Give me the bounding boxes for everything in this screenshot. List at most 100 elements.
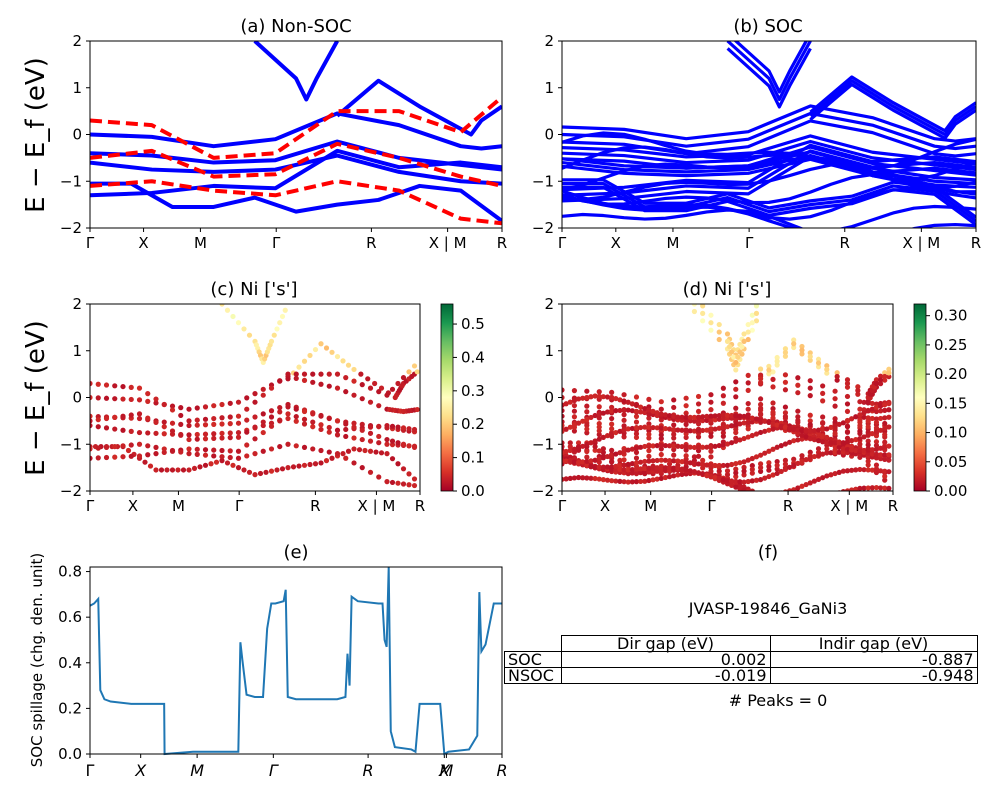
projection-point: [882, 407, 888, 413]
projection-point: [178, 432, 184, 438]
projection-point: [621, 479, 627, 485]
projection-point: [219, 401, 225, 408]
projection-point: [886, 407, 892, 413]
y-tick-label: 0: [544, 126, 554, 144]
soc-band-line: [809, 82, 976, 140]
projection-point: [95, 455, 101, 461]
projection-point: [666, 443, 673, 449]
projection-point: [654, 457, 660, 464]
projection-point: [178, 412, 184, 419]
projection-point: [584, 448, 590, 455]
projection-point: [617, 450, 623, 456]
projection-point: [886, 424, 892, 430]
projection-point: [861, 414, 867, 420]
projection-point: [95, 395, 101, 401]
soc-band-line: [809, 79, 976, 137]
nonsoc-band-line: [90, 179, 502, 226]
projection-point: [145, 452, 151, 458]
projection-point: [600, 464, 606, 470]
projection-point: [621, 434, 627, 440]
nonsoc-band-line: [90, 95, 502, 160]
projection-point: [219, 304, 225, 307]
projection-point: [169, 403, 176, 409]
projection-point: [724, 468, 731, 474]
panel-c-title: (c) Ni ['s']: [210, 279, 297, 300]
projection-point: [406, 369, 412, 375]
projection-point: [145, 430, 151, 436]
projection-point: [186, 406, 192, 412]
x-tick-label: Γ: [558, 497, 567, 515]
projection-point: [855, 387, 861, 394]
projection-point: [571, 475, 578, 481]
projection-point: [820, 451, 826, 457]
projection-point: [869, 451, 875, 457]
projection-point: [343, 389, 349, 395]
projection-point: [293, 375, 299, 382]
projection-point: [356, 447, 363, 453]
projection-point: [807, 393, 813, 399]
projection-point: [704, 417, 710, 424]
colorbar-tick-label: 0.1: [461, 449, 485, 467]
projection-point: [389, 423, 396, 429]
projection-point: [625, 461, 631, 467]
projection-point: [340, 358, 346, 364]
x-tick-label: Γ: [707, 497, 716, 515]
projection-point: [575, 440, 582, 446]
x-tick-label: X | M: [830, 497, 868, 515]
projection-point: [786, 439, 793, 445]
projection-point: [211, 435, 217, 442]
projection-point: [733, 438, 739, 444]
projection-point: [351, 460, 357, 466]
projection-point: [708, 327, 714, 333]
y-tick-label: 0: [72, 389, 82, 407]
projection-point: [708, 320, 714, 326]
projection-point: [376, 474, 382, 480]
projection-point: [318, 381, 324, 387]
projection-point: [853, 447, 859, 454]
projection-point: [766, 473, 772, 480]
projection-point: [782, 404, 789, 410]
projection-point: [691, 454, 698, 460]
projection-point: [153, 419, 159, 426]
projection-point: [161, 401, 167, 408]
projection-point: [716, 425, 722, 431]
projection-point: [683, 467, 689, 473]
projection-point: [704, 444, 710, 450]
projection-point: [326, 424, 332, 431]
projection-point: [824, 370, 830, 376]
projection-point: [834, 373, 840, 380]
projection-point: [596, 411, 602, 417]
projection-point: [575, 459, 582, 466]
projection-point: [844, 418, 851, 424]
projection-point: [865, 432, 871, 438]
soc-band-line: [335, 78, 502, 137]
projection-point: [820, 420, 826, 427]
projection-point: [700, 310, 706, 316]
projection-point: [310, 424, 316, 430]
projection-point: [230, 313, 236, 320]
projection-point: [658, 475, 664, 481]
projection-point: [873, 408, 880, 415]
projection-point: [869, 400, 875, 407]
projection-point: [293, 413, 299, 420]
projection-point: [886, 457, 892, 463]
projection-point: [571, 422, 578, 428]
projection-point: [877, 485, 884, 491]
projection-point: [758, 372, 764, 378]
projection-point: [334, 451, 341, 457]
projection-point: [567, 475, 573, 482]
projection-point: [629, 401, 635, 407]
projection-point: [671, 435, 677, 441]
projection-point: [638, 424, 644, 431]
panel-d-frame: [561, 303, 894, 492]
projection-point: [260, 419, 266, 425]
projection-point: [882, 456, 888, 463]
projection-point: [414, 406, 420, 413]
projection-point: [691, 308, 698, 315]
projection-point: [695, 428, 702, 434]
projection-point: [745, 400, 751, 407]
projection-point: [857, 435, 863, 442]
projection-point: [774, 422, 780, 428]
peaks-count: # Peaks = 0: [728, 691, 828, 710]
projection-point: [613, 451, 619, 457]
